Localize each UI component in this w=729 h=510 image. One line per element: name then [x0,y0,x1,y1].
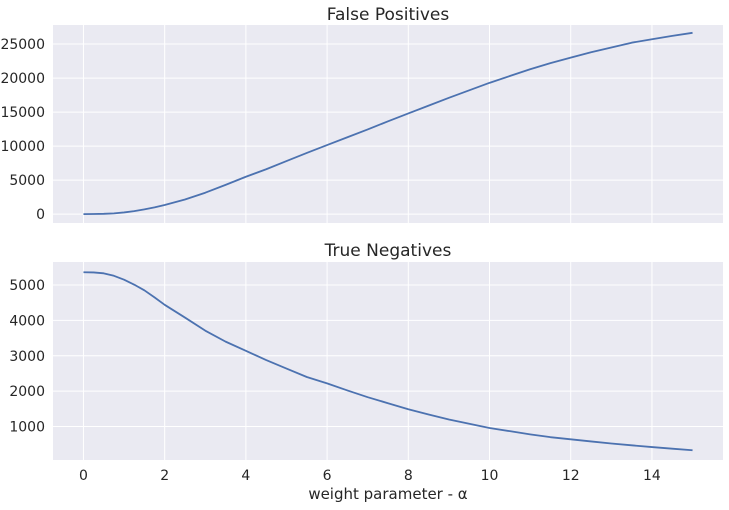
y-tick-label: 5000 [9,173,45,189]
y-tick-label: 25000 [0,37,45,53]
series-top [83,31,693,216]
x-tick-label: 14 [643,468,661,484]
x-tick-label: 8 [404,468,413,484]
y-tick-label: 3000 [9,349,45,365]
y-tick-label: 5000 [9,278,45,294]
chart-title-true-negatives: True Negatives [324,241,452,261]
y-tick-label: 0 [36,207,45,223]
x-tick-label: 4 [241,468,250,484]
y-tick-label: 1000 [9,420,45,436]
x-tick-label: 0 [79,468,88,484]
series-bottom [83,271,693,452]
panel-false-positives: 0 5000 10000 15000 20000 25000 False Positive… [0,5,723,223]
x-tick-label: 10 [481,468,499,484]
y-tick-label: 10000 [0,139,45,155]
plot-background-bottom [53,262,723,460]
y-tick-label: 20000 [0,71,45,87]
y-tick-label: 2000 [9,384,45,400]
series-line [83,31,693,216]
x-tick-label: 12 [562,468,580,484]
x-tick-label: 2 [160,468,169,484]
y-tick-label: 15000 [0,105,45,121]
plot-background-top [53,25,723,223]
series-line [83,271,693,452]
y-tick-label: 4000 [9,313,45,329]
yticks-bottom: 1000 2000 3000 4000 5000 [9,278,45,436]
grid-top [53,25,723,223]
yticks-top: 0 5000 10000 15000 20000 25000 [0,37,45,223]
chart-title-false-positives: False Positives [327,5,450,25]
x-axis-label: weight parameter - α [308,485,467,503]
x-tick-label: 6 [323,468,332,484]
panel-true-negatives: 1000 2000 3000 4000 5000 0 2 4 6 8 10 12 14 True Ne… [9,241,723,503]
grid-bottom [53,262,723,460]
xticks-bottom: 0 2 4 6 8 10 12 14 [79,468,661,484]
